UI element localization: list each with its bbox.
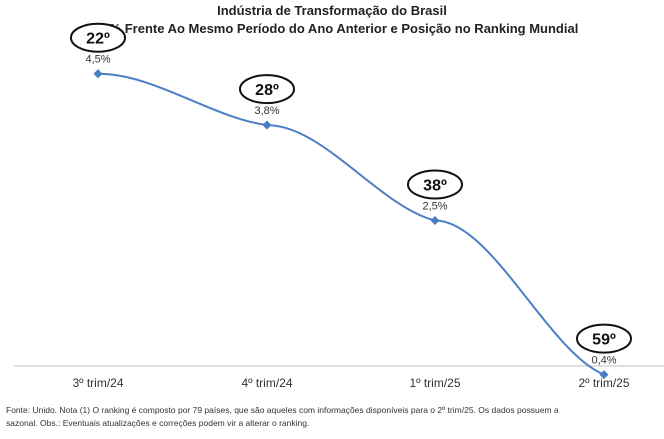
rank-label: 38º: [423, 178, 447, 195]
footnote-line-1: Fonte: Unido. Nota (1) O ranking é compo…: [6, 405, 559, 415]
rank-ellipse: [407, 169, 463, 200]
chart-title: Indústria de Transformação do Brasil: [217, 3, 447, 18]
data-value-label: 4,5%: [85, 54, 110, 66]
data-value-label: 3,8%: [254, 105, 279, 117]
data-value-label: 0,4%: [591, 355, 616, 367]
x-tick-label: 1º trim/25: [409, 376, 460, 390]
data-point: [93, 69, 103, 79]
line-chart: 4,5% 22º 3º trim/24 3,8% 28º 4º trim/24 2,5% 38…: [14, 22, 664, 390]
footnote-line-2: sazonal. Obs.: Eventuais atualizações e …: [6, 418, 310, 428]
rank-label: 28º: [255, 82, 279, 99]
x-tick-label: 4º trim/24: [241, 376, 292, 390]
x-tick-label: 2º trim/25: [578, 376, 629, 390]
rank-label: 59º: [592, 332, 616, 349]
rank-label: 22º: [86, 31, 110, 48]
x-tick-label: 3º trim/24: [72, 376, 123, 390]
data-value-label: 2,5%: [422, 201, 447, 213]
data-point: [430, 215, 440, 226]
series-line: [97, 72, 605, 376]
rank-ellipse: [576, 323, 632, 354]
rank-ellipse: [70, 22, 126, 53]
chart-subtitle: Var % Frente Ao Mesmo Período do Ano Ant…: [85, 21, 579, 36]
data-point: [262, 120, 272, 130]
rank-ellipse: [239, 74, 295, 105]
